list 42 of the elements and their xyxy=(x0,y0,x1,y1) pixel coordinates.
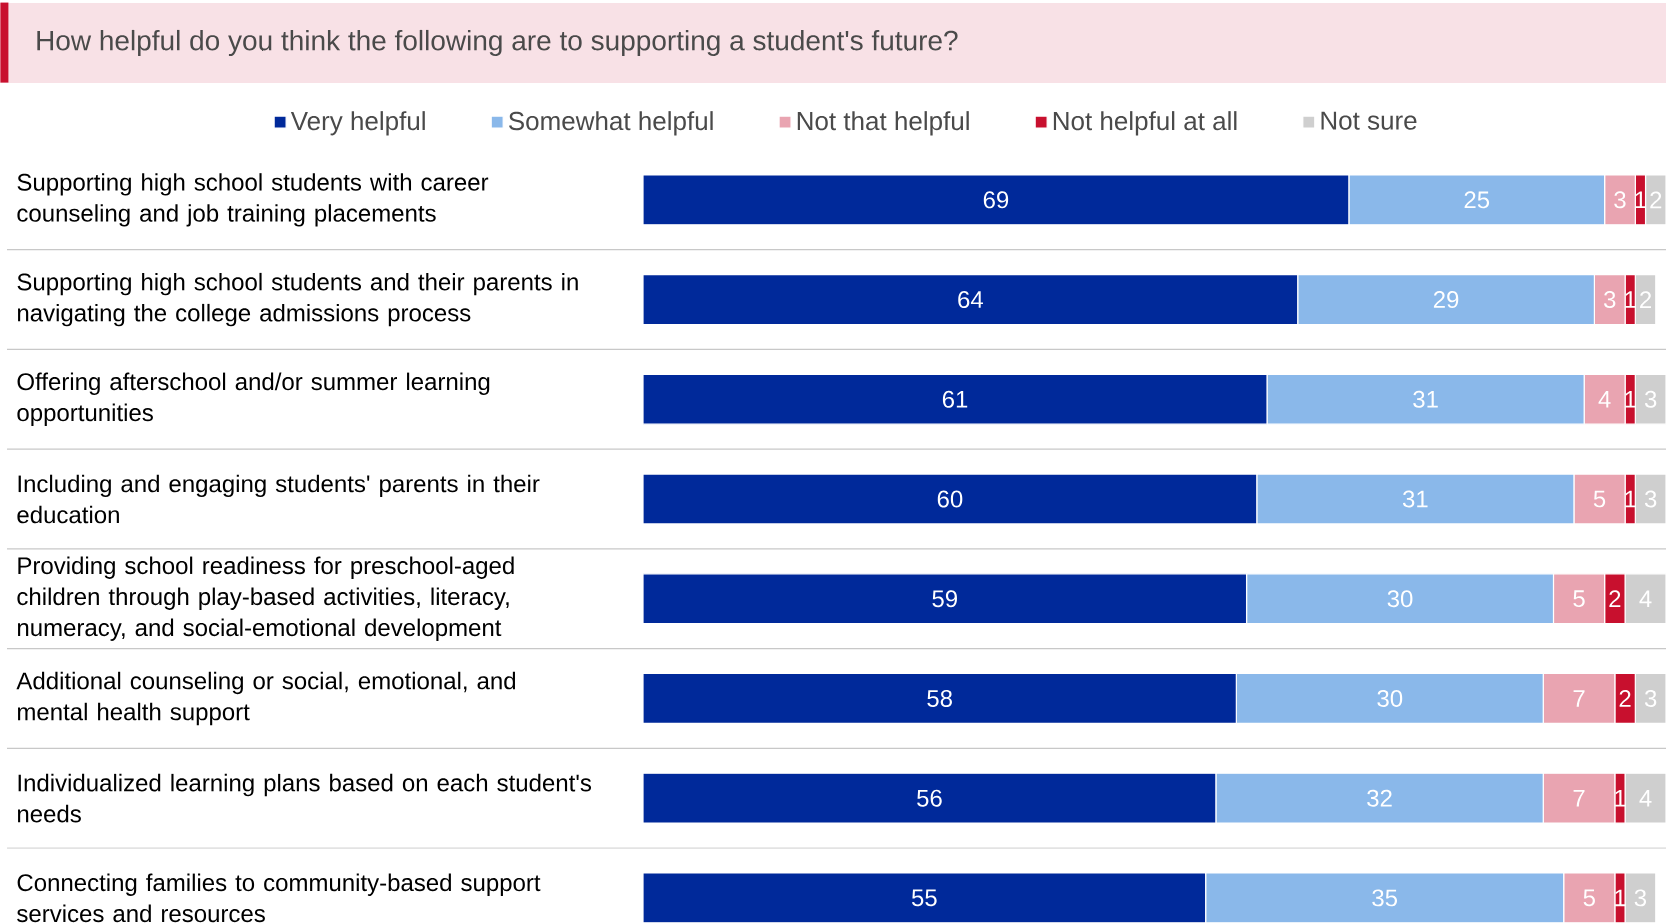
data-label: 30 xyxy=(1377,689,1403,707)
data-label: 5 xyxy=(1573,590,1585,608)
data-label: 3 xyxy=(1603,291,1616,309)
y-tick-label: Supporting high school students and their parents in navigating the college admissions process xyxy=(17,272,578,327)
data-label: 31 xyxy=(1413,390,1438,408)
y-tick-label: Including and engaging students' parents in their education xyxy=(17,474,540,524)
legend-label: Somewhat helpful xyxy=(508,111,713,136)
data-label: 32 xyxy=(1367,789,1392,807)
chart-title: How helpful do you think the following are to supporting a student's future? xyxy=(37,29,958,57)
data-label: 64 xyxy=(958,291,984,309)
data-label: 35 xyxy=(1372,889,1398,907)
legend-label: Not sure xyxy=(1321,111,1417,130)
data-label: 58 xyxy=(927,689,952,707)
data-label: 5 xyxy=(1593,490,1606,508)
data-label: 31 xyxy=(1402,490,1428,508)
legend-label: Very helpful xyxy=(290,111,425,136)
legend-label: Not that helpful xyxy=(797,111,969,136)
data-label: 59 xyxy=(932,590,957,608)
data-label: 61 xyxy=(942,390,968,408)
data-label: 25 xyxy=(1464,191,1490,209)
data-label: 55 xyxy=(911,889,937,907)
data-label: 2 xyxy=(1609,590,1621,608)
data-label: 60 xyxy=(937,490,963,508)
y-tick-label: Individualized learning plans based on each student's needs xyxy=(18,773,592,823)
y-tick-label: Connecting families to community-based support services and resources xyxy=(17,873,541,923)
y-tick-label: Offering afterschool and/or summer learning opportunities xyxy=(17,372,490,426)
data-label: 56 xyxy=(917,789,942,807)
data-label: 5 xyxy=(1583,889,1595,907)
legend-label: Not helpful at all xyxy=(1053,111,1237,136)
y-tick-label: Providing school readiness for preschool-aged children through play-based activities, literacy, numeracy, and social-emotional development xyxy=(17,556,514,641)
bar xyxy=(1624,573,1666,625)
data-label: 29 xyxy=(1433,291,1459,309)
data-label: 3 xyxy=(1614,191,1626,209)
data-label: 7 xyxy=(1573,789,1585,807)
data-label: 30 xyxy=(1387,590,1413,608)
data-label: 2 xyxy=(1619,690,1631,707)
data-label: 4 xyxy=(1598,391,1611,408)
data-label: 7 xyxy=(1573,690,1585,707)
y-tick-label: Supporting high school students with career counseling and job training placements xyxy=(17,173,489,227)
y-tick-label: Additional counseling or social, emotional, and mental health support xyxy=(16,671,516,726)
data-label: 1 xyxy=(1635,191,1646,209)
data-label: 69 xyxy=(983,191,1009,209)
